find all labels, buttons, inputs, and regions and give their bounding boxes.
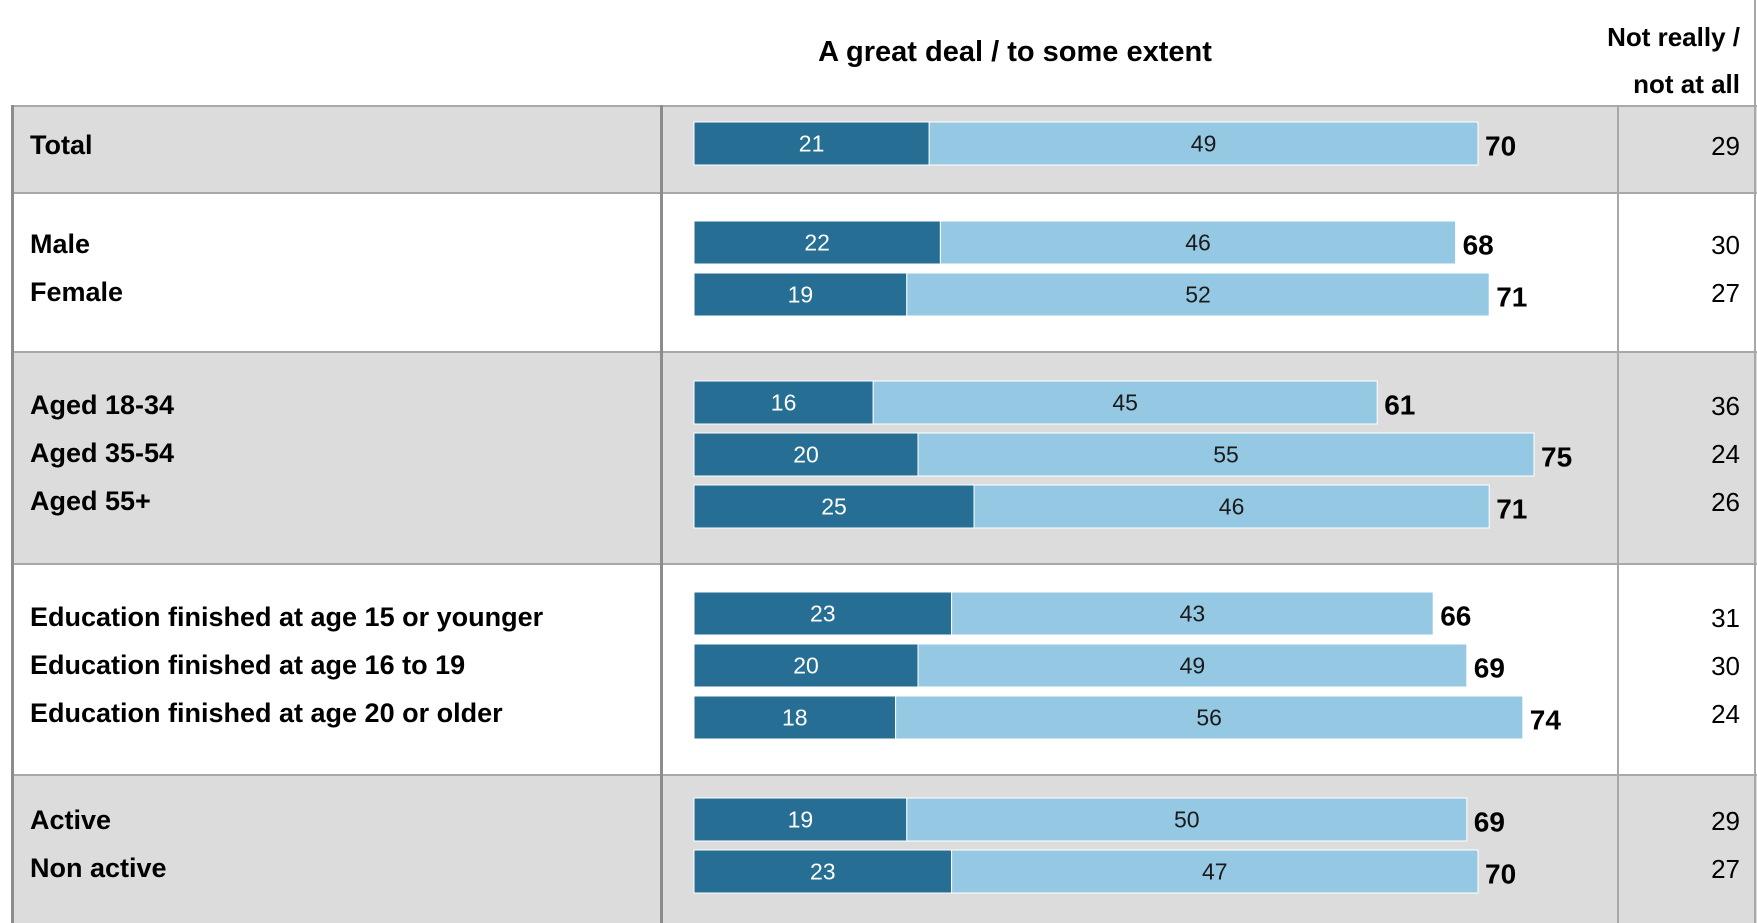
some-extent-label: 49 <box>1191 131 1217 157</box>
right-border <box>1754 0 1756 923</box>
bar-some-extent <box>906 272 1490 317</box>
bar-some-extent <box>917 432 1535 477</box>
total-label: 75 <box>1541 442 1572 473</box>
row-divider <box>12 105 1757 107</box>
right-divider <box>1617 105 1619 923</box>
not-really-value: 31 <box>1711 603 1740 633</box>
not-really-value: 24 <box>1711 699 1740 729</box>
great-deal-label: 20 <box>793 442 819 468</box>
some-extent-label: 55 <box>1213 442 1239 468</box>
bar-great-deal <box>693 484 975 529</box>
great-deal-label: 18 <box>782 705 808 731</box>
great-deal-label: 19 <box>788 282 814 308</box>
row-label: Education finished at age 20 or older <box>30 698 503 728</box>
some-extent-label: 43 <box>1180 601 1206 627</box>
bar-great-deal <box>693 695 897 740</box>
not-really-value: 27 <box>1711 278 1740 308</box>
total-label: 69 <box>1474 807 1505 838</box>
some-extent-label: 47 <box>1202 859 1228 885</box>
row-divider <box>12 192 1757 194</box>
row-label: Aged 55+ <box>30 486 151 516</box>
total-label: 74 <box>1530 705 1562 736</box>
total-label: 69 <box>1474 653 1505 684</box>
bar-great-deal <box>693 849 953 894</box>
left-border <box>11 105 14 923</box>
bar-some-extent <box>951 591 1434 636</box>
row-divider <box>12 774 1757 776</box>
bar-great-deal <box>693 220 941 265</box>
row-label: Education finished at age 15 or younger <box>30 602 544 632</box>
great-deal-label: 19 <box>788 807 814 833</box>
not-really-value: 36 <box>1711 391 1740 421</box>
bar-some-extent <box>917 643 1468 688</box>
row-label: Female <box>30 277 124 307</box>
total-label: 61 <box>1384 390 1415 421</box>
some-extent-label: 52 <box>1185 282 1211 308</box>
great-deal-label: 21 <box>799 131 825 157</box>
great-deal-label: 23 <box>810 601 836 627</box>
label-divider <box>660 105 663 923</box>
total-label: 68 <box>1463 230 1494 261</box>
header-not-really: Not really / not at all <box>1560 14 1740 108</box>
some-extent-label: 46 <box>1185 230 1211 256</box>
great-deal-label: 20 <box>793 653 819 679</box>
great-deal-label: 16 <box>771 390 797 416</box>
bar-great-deal <box>693 121 930 166</box>
bar-some-extent <box>951 849 1479 894</box>
row-label: Non active <box>30 853 167 883</box>
not-really-value: 30 <box>1711 651 1740 681</box>
bar-some-extent <box>939 220 1457 265</box>
bar-great-deal <box>693 432 919 477</box>
not-really-value: 27 <box>1711 854 1740 884</box>
not-really-value: 30 <box>1711 230 1740 260</box>
bar-some-extent <box>906 797 1468 842</box>
some-extent-label: 46 <box>1219 494 1245 520</box>
bar-great-deal <box>693 272 908 317</box>
not-really-value: 24 <box>1711 439 1740 469</box>
bar-great-deal <box>693 591 953 636</box>
great-deal-label: 25 <box>821 494 847 520</box>
header-great-deal: A great deal / to some extent <box>818 36 1212 68</box>
great-deal-label: 22 <box>804 230 830 256</box>
bar-some-extent <box>928 121 1479 166</box>
some-extent-label: 50 <box>1174 807 1200 833</box>
not-really-value: 29 <box>1711 131 1740 161</box>
some-extent-label: 49 <box>1180 653 1206 679</box>
great-deal-label: 23 <box>810 859 836 885</box>
row-divider <box>12 563 1757 565</box>
bar-some-extent <box>872 380 1378 425</box>
row-divider <box>12 351 1757 353</box>
row-label: Male <box>30 229 91 259</box>
some-extent-label: 45 <box>1112 390 1138 416</box>
total-label: 70 <box>1485 131 1516 162</box>
header-not-really-line2: not at all <box>1633 69 1740 99</box>
row-label: Education finished at age 16 to 19 <box>30 650 466 680</box>
header-not-really-line1: Not really / <box>1607 22 1740 52</box>
total-label: 71 <box>1496 494 1527 525</box>
not-really-value: 26 <box>1711 487 1740 517</box>
bar-some-extent <box>973 484 1490 529</box>
bar-some-extent <box>895 695 1524 740</box>
row-label: Aged 18-34 <box>30 390 175 420</box>
some-extent-label: 56 <box>1196 705 1222 731</box>
not-really-value: 29 <box>1711 806 1740 836</box>
total-label: 66 <box>1440 601 1471 632</box>
total-label: 71 <box>1496 282 1527 313</box>
row-label: Total <box>30 130 93 160</box>
row-label: Active <box>30 805 112 835</box>
total-label: 70 <box>1485 859 1516 890</box>
bar-great-deal <box>693 380 874 425</box>
bar-great-deal <box>693 797 908 842</box>
row-label: Aged 35-54 <box>30 438 175 468</box>
